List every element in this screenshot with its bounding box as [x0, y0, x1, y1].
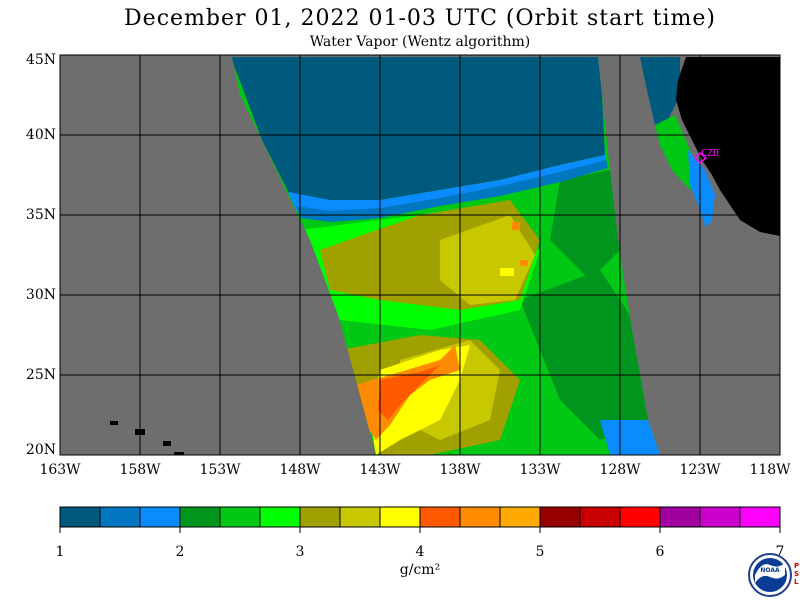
lon-label-138w: 138W [439, 462, 481, 478]
coastal-blue [688, 150, 715, 228]
colorbar-swatch [419, 506, 461, 528]
coastal-dark-blue [640, 57, 680, 125]
colorbar-swatch [179, 506, 221, 528]
colorbar-swatch [59, 506, 101, 528]
colorbar-tick-7: 7 [775, 544, 785, 560]
colorbar-swatch [499, 506, 541, 528]
colorbar-swatch [139, 506, 181, 528]
colorbar-swatch [699, 506, 741, 528]
station-marker [694, 151, 708, 165]
island-4 [174, 452, 184, 455]
colorbar-swatch [219, 506, 261, 528]
map-grid [60, 55, 780, 455]
colorbar-tick-1: 1 [55, 544, 65, 560]
lon-label-158w: 158W [119, 462, 161, 478]
colorbar-tick-3: 3 [295, 544, 305, 560]
yellow-olive-region [440, 215, 535, 305]
colorbar-tick-5: 5 [535, 544, 545, 560]
lon-label-153w: 153W [199, 462, 241, 478]
island-3 [163, 441, 171, 446]
colorbar-swatch [99, 506, 141, 528]
psl-letters: PSL [794, 562, 800, 586]
land-mass [676, 57, 780, 236]
colorbar-tick-2: 2 [175, 544, 185, 560]
lon-label-118w: 118W [749, 462, 791, 478]
colorbar-swatch [539, 506, 581, 528]
colorbar-swatch [339, 506, 381, 528]
noaa-logo: NOAA [748, 553, 792, 597]
colorbar-tick-6: 6 [655, 544, 665, 560]
colorbar-tick-4: 4 [415, 544, 425, 560]
lat-label-35n: 35N [25, 207, 56, 223]
lon-label-123w: 123W [679, 462, 721, 478]
psl-text: PSL [794, 562, 800, 586]
lat-label-20n: 20N [25, 442, 56, 458]
map-frame [59, 54, 781, 456]
dark-orange-region [378, 365, 440, 420]
colorbar-swatch [579, 506, 621, 528]
colorbar-swatch [259, 506, 301, 528]
island-1 [110, 421, 118, 425]
colorbar-swatch [619, 506, 661, 528]
lon-label-163w: 163W [39, 462, 81, 478]
lat-label-45n: 45N [25, 52, 56, 68]
yellow-spot [500, 268, 514, 276]
lat-label-40n: 40N [25, 127, 56, 143]
dark-green-region [520, 270, 650, 440]
colorbar-swatch [299, 506, 341, 528]
lon-label-133w: 133W [519, 462, 561, 478]
map-subtitle: Water Vapor (Wentz algorithm) [309, 34, 531, 50]
coastal-green [655, 115, 700, 190]
colorbar-swatch [379, 506, 421, 528]
lat-label-25n: 25N [25, 367, 56, 383]
noaa-logo-text: NOAA [760, 567, 780, 574]
station-label: CZD [701, 148, 719, 159]
blue-fringe [288, 155, 607, 215]
colorbar-swatch [659, 506, 701, 528]
map-title: December 01, 2022 01-03 UTC (Orbit start… [124, 6, 716, 31]
dark-blue-region [232, 57, 605, 200]
colorbar-swatch [739, 506, 781, 528]
colorbar-swatch [459, 506, 501, 528]
blue-fringe-2 [600, 420, 660, 455]
colorbar-units: g/cm² [399, 562, 441, 578]
orange-spot-2 [520, 260, 528, 266]
orange-spot [512, 222, 520, 230]
mid-blue-fringe [296, 160, 608, 222]
lon-label-128w: 128W [599, 462, 641, 478]
lon-label-143w: 143W [359, 462, 401, 478]
lon-label-148w: 148W [279, 462, 321, 478]
lat-label-30n: 30N [25, 287, 56, 303]
dark-green-region-2 [550, 170, 620, 280]
